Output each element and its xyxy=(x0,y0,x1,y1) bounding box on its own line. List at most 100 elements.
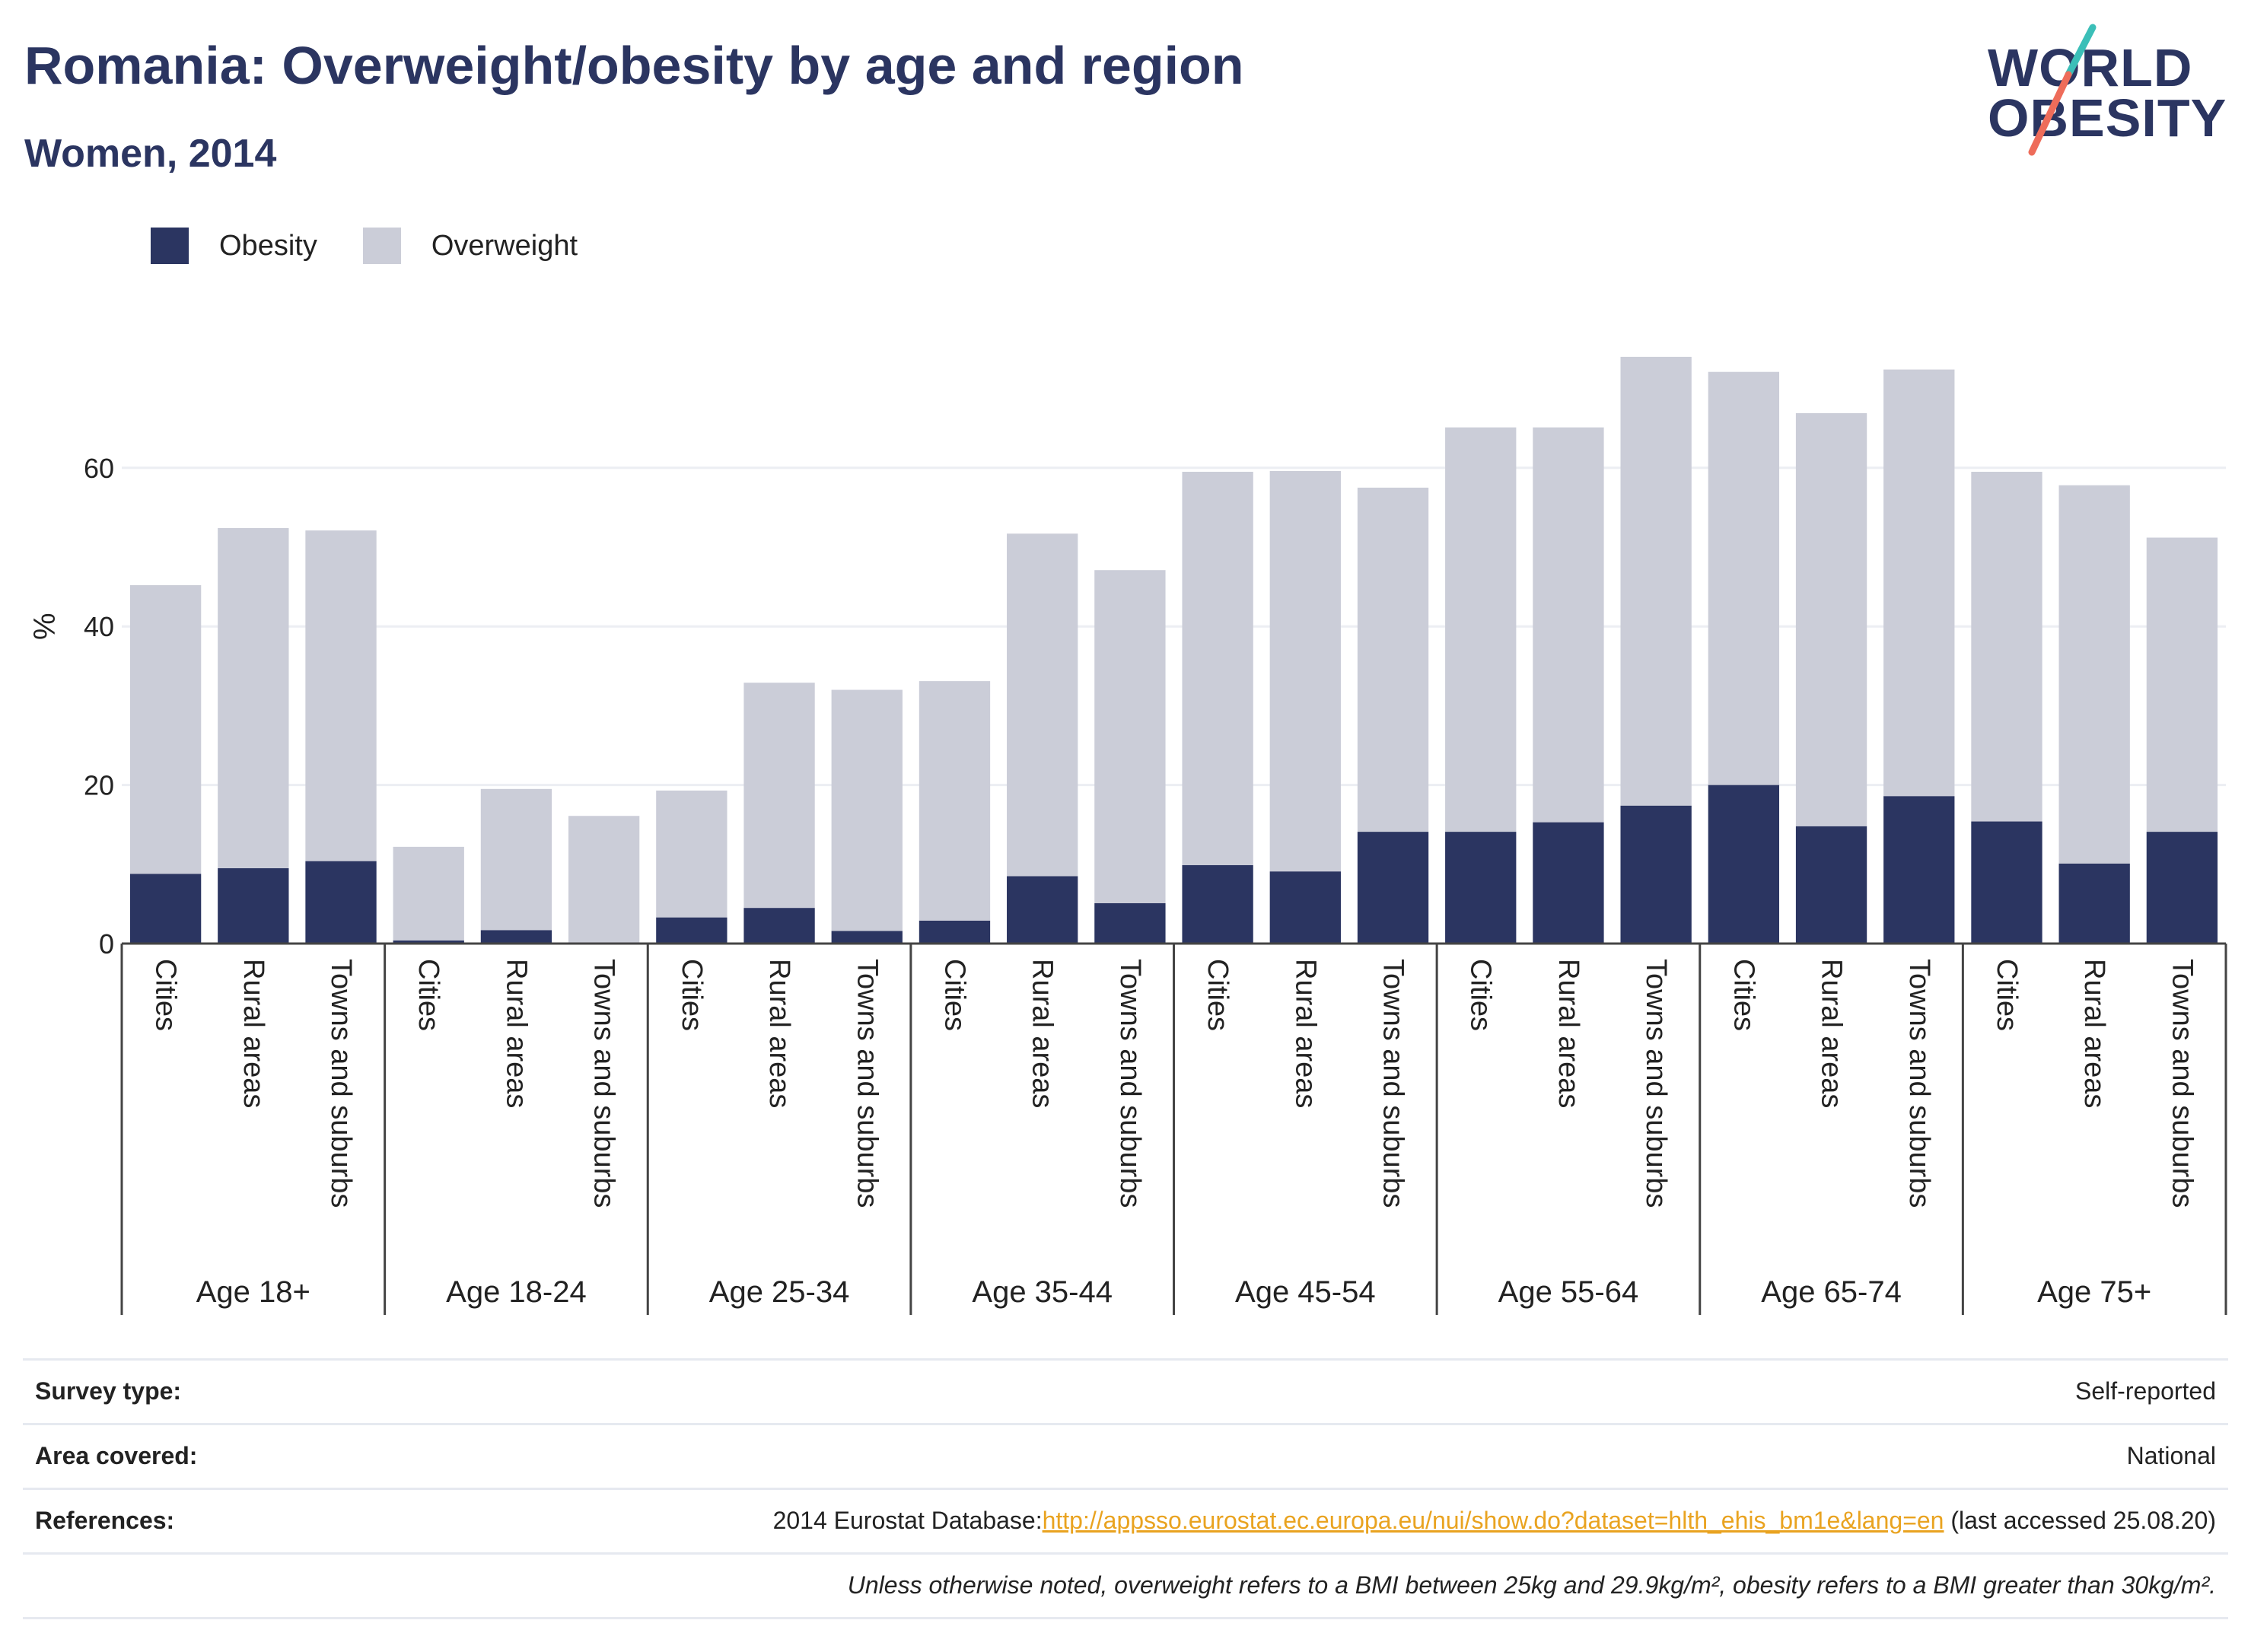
x-tick-label: Rural areas xyxy=(1816,959,1848,1108)
footer-key: References: xyxy=(35,1507,175,1534)
x-tick-label: Cities xyxy=(412,959,444,1031)
chart-footer: Survey type: Self-reported Area covered:… xyxy=(23,1358,2228,1619)
bar-overweight xyxy=(1357,487,1429,832)
bar-overweight xyxy=(1708,371,1780,785)
bar-obesity xyxy=(743,908,815,944)
footer-row-area-covered: Area covered: National xyxy=(23,1425,2228,1490)
chart-legend: Obesity Overweight xyxy=(151,225,623,266)
x-tick-label: Cities xyxy=(150,959,182,1031)
bar-overweight xyxy=(919,681,991,921)
x-tick-label: Towns and suburbs xyxy=(1903,959,1935,1208)
bar-obesity xyxy=(2058,863,2130,944)
x-group-label: Age 55-64 xyxy=(1498,1275,1639,1309)
x-tick-label: Towns and suburbs xyxy=(325,959,357,1208)
bar-overweight xyxy=(1269,470,1341,872)
bar-obesity xyxy=(1883,796,1955,944)
logo-line-1: WORLD xyxy=(1988,38,2193,97)
bar-overweight xyxy=(1795,412,1867,826)
page-title: Romania: Overweight/obesity by age and r… xyxy=(24,36,1244,95)
y-tick-label: 20 xyxy=(84,770,114,801)
x-tick-label: Rural areas xyxy=(1027,959,1059,1108)
footer-value: National xyxy=(2126,1442,2216,1469)
x-group-label: Age 18+ xyxy=(196,1275,310,1309)
legend-item-obesity[interactable]: Obesity xyxy=(151,228,317,264)
x-tick-label: Cities xyxy=(1465,959,1497,1031)
bar-obesity xyxy=(480,930,552,944)
page-subtitle: Women, 2014 xyxy=(24,132,277,176)
bar-overweight xyxy=(393,846,464,941)
bar-overweight xyxy=(480,788,552,931)
bar-overweight xyxy=(831,689,903,931)
x-tick-label: Towns and suburbs xyxy=(851,959,883,1208)
x-tick-label: Towns and suburbs xyxy=(1640,959,1672,1208)
legend-item-overweight[interactable]: Overweight xyxy=(362,228,578,264)
x-tick-label: Rural areas xyxy=(237,959,269,1108)
x-group-label: Age 35-44 xyxy=(972,1275,1113,1309)
logo-line-2: OBESITY xyxy=(1988,88,2227,148)
bar-overweight xyxy=(2146,537,2218,832)
logo-slash-icon xyxy=(2028,24,2097,156)
bar-overweight xyxy=(743,683,815,909)
x-group-label: Age 45-54 xyxy=(1235,1275,1376,1309)
bar-obesity xyxy=(919,920,991,944)
x-tick-label: Cities xyxy=(676,959,708,1031)
footer-key: Survey type: xyxy=(35,1377,182,1405)
reference-suffix: (last accessed 25.08.20) xyxy=(1944,1507,2216,1534)
footer-row-references: References: 2014 Eurostat Database:http:… xyxy=(23,1490,2228,1555)
bar-obesity xyxy=(1620,805,1692,944)
bar-obesity xyxy=(1533,822,1604,944)
x-tick-label: Towns and suburbs xyxy=(1377,959,1409,1208)
x-tick-label: Rural areas xyxy=(1289,959,1321,1108)
bar-overweight xyxy=(129,585,202,874)
bar-overweight xyxy=(1533,427,1604,823)
bar-obesity xyxy=(129,874,202,944)
bar-overweight xyxy=(1182,472,1253,865)
y-axis-label: % xyxy=(28,613,62,640)
x-tick-label: Towns and suburbs xyxy=(588,959,620,1208)
bar-overweight xyxy=(656,790,728,918)
y-tick-label: 40 xyxy=(84,611,114,642)
bar-obesity xyxy=(656,917,728,944)
bar-obesity xyxy=(1357,832,1429,944)
x-group-label: Age 25-34 xyxy=(709,1275,850,1309)
bar-obesity xyxy=(1971,821,2042,944)
bar-obesity xyxy=(1182,864,1253,944)
y-tick-label: 60 xyxy=(84,453,114,484)
footer-note: Unless otherwise noted, overweight refer… xyxy=(847,1571,2216,1599)
bar-obesity xyxy=(1094,902,1166,944)
stacked-bar-chart: 0 20 40 60% Cities Rural areas Towns and subur… xyxy=(28,356,2227,1315)
x-tick-label: Rural areas xyxy=(763,959,795,1108)
bar-overweight xyxy=(1971,472,2042,822)
bar-obesity xyxy=(1269,871,1341,944)
footer-row-survey-type: Survey type: Self-reported xyxy=(23,1358,2228,1425)
y-tick-label: 0 xyxy=(99,928,114,960)
bar-overweight xyxy=(305,530,377,861)
x-tick-label: Towns and suburbs xyxy=(1114,959,1146,1208)
x-tick-label: Cities xyxy=(1727,959,1759,1031)
bar-obesity xyxy=(1708,785,1780,944)
bar-obesity xyxy=(393,940,464,944)
bar-overweight xyxy=(2058,485,2130,864)
bar-overweight xyxy=(218,527,289,869)
x-tick-label: Rural areas xyxy=(2078,959,2110,1108)
x-tick-label: Rural areas xyxy=(1552,959,1584,1108)
x-group-label: Age 18-24 xyxy=(446,1275,587,1309)
footer-value: Self-reported xyxy=(2075,1377,2216,1405)
world-obesity-logo: WORLD OBESITY xyxy=(1979,21,2237,166)
footer-key: Area covered: xyxy=(35,1442,198,1469)
x-tick-label: Rural areas xyxy=(500,959,532,1108)
footer-value: 2014 Eurostat Database:http://appsso.eur… xyxy=(773,1507,2216,1535)
x-tick-label: Cities xyxy=(1202,959,1234,1031)
bar-obesity xyxy=(1795,826,1867,944)
x-tick-label: Towns and suburbs xyxy=(2166,959,2198,1208)
bar-overweight xyxy=(1445,427,1517,832)
bar-obesity xyxy=(1007,876,1078,944)
x-tick-label: Cities xyxy=(1991,959,2023,1031)
legend-label-overweight: Overweight xyxy=(431,229,578,262)
bar-obesity xyxy=(831,931,903,944)
reference-link[interactable]: http://appsso.eurostat.ec.europa.eu/nui/… xyxy=(1042,1507,1944,1534)
footer-row-note: Unless otherwise noted, overweight refer… xyxy=(23,1555,2228,1619)
x-tick-label: Cities xyxy=(938,959,970,1031)
x-group-label: Age 65-74 xyxy=(1761,1275,1902,1309)
bar-obesity xyxy=(218,868,289,944)
